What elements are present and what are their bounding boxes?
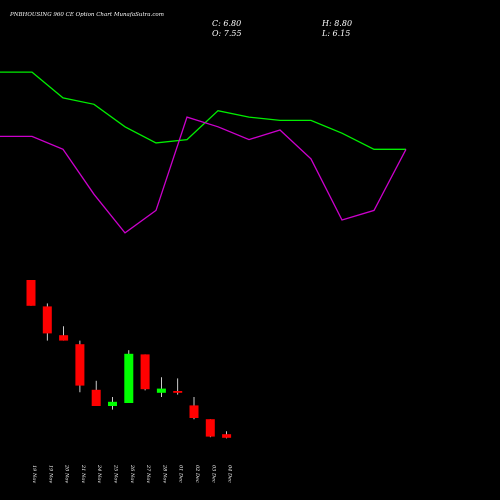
candle-body — [173, 391, 183, 393]
indicator-panel — [0, 71, 407, 234]
chart-title: PNBHOUSING 960 CE Option Chart MunafaSut… — [9, 12, 164, 18]
x-tick-label: 02 Dec — [194, 465, 200, 483]
candle-body — [59, 335, 69, 341]
x-axis: 19 Nov 19 Nov 20 Nov 21 Nov 24 Nov 25 Nov 26 N… — [31, 464, 233, 483]
candle-body — [42, 306, 52, 334]
candle-body — [222, 434, 232, 438]
open-value: O: 7.55 — [212, 29, 242, 38]
x-tick-label: 21 Nov — [80, 464, 86, 483]
candle-body — [108, 401, 117, 406]
candle-body — [205, 419, 215, 437]
candle-body — [26, 280, 36, 306]
indicator-line-1 — [0, 71, 406, 150]
candle-body — [91, 389, 101, 406]
low-value: L: 6.15 — [321, 29, 350, 38]
x-tick-label: 19 Nov — [31, 465, 37, 483]
x-tick-label: 27 Nov — [145, 464, 151, 483]
indicator-line-2 — [0, 116, 407, 234]
candle-body — [156, 388, 166, 393]
x-tick-label: 01 Dec — [178, 465, 184, 483]
x-tick-label: 24 Nov — [96, 464, 102, 483]
candle-body — [140, 354, 150, 390]
high-value: H: 8.80 — [321, 19, 352, 28]
x-tick-label: 26 Nov — [129, 464, 135, 483]
x-tick-label: 19 Nov — [47, 465, 53, 483]
candle-body — [75, 344, 85, 386]
candle-body — [189, 405, 199, 418]
x-tick-label: 03 Dec — [210, 465, 216, 483]
candlestick-panel — [26, 280, 232, 439]
candle-body — [124, 353, 134, 403]
x-tick-label: 25 Nov — [113, 464, 119, 483]
x-tick-label: 20 Nov — [64, 464, 70, 483]
close-value: C: 6.80 — [212, 19, 241, 28]
x-tick-label: 04 Dec — [227, 465, 233, 483]
x-tick-label: 28 Nov — [161, 464, 167, 483]
